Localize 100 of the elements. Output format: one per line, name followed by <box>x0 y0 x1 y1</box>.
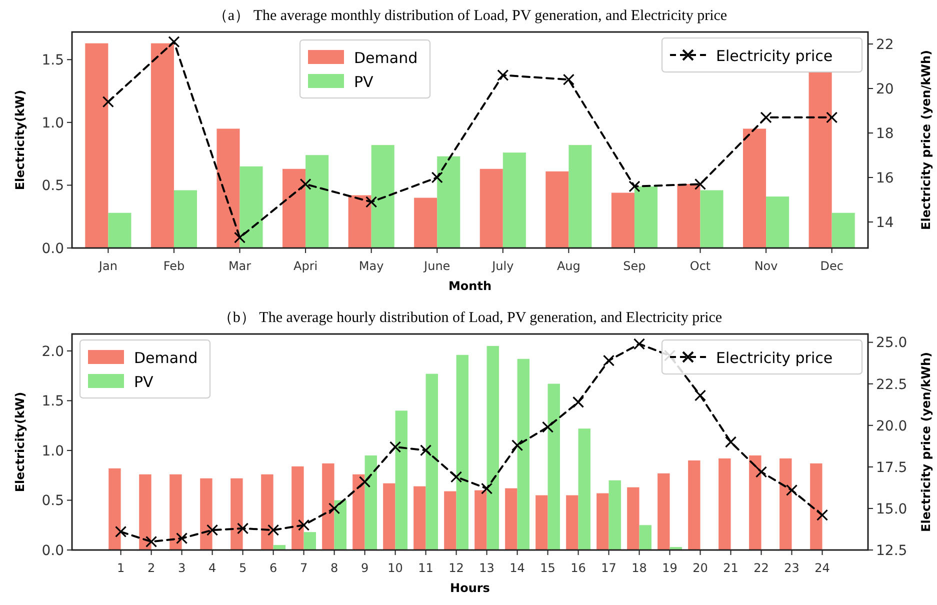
bar <box>437 156 460 248</box>
bar <box>766 196 790 248</box>
y2-tick-label: 20.0 <box>876 418 908 434</box>
bar <box>444 491 456 550</box>
point <box>168 36 180 48</box>
x-tick-label: 17 <box>601 561 616 575</box>
point <box>628 180 640 192</box>
y-tick-label: 1.0 <box>42 443 64 460</box>
x-tick-label: Jan <box>98 259 118 273</box>
bar <box>139 474 152 550</box>
y2-tick-label: 16 <box>876 170 894 186</box>
point <box>206 524 218 536</box>
point <box>480 482 493 494</box>
x-tick-label: 21 <box>723 561 738 575</box>
bar <box>743 128 766 248</box>
point <box>816 509 828 521</box>
y2-tick-label: 18 <box>876 126 894 142</box>
bar <box>517 358 530 550</box>
point <box>542 421 554 433</box>
bar <box>780 458 792 550</box>
y-tick-label: 1.5 <box>42 394 64 410</box>
point <box>602 354 615 366</box>
x-tick-label: 6 <box>269 561 278 575</box>
point <box>366 196 378 208</box>
x-tick-label: 9 <box>360 561 369 575</box>
y2-axis-title: Electricity price (yen/kWh) <box>919 50 933 230</box>
bar <box>334 500 346 550</box>
y2-tick-label: 12.5 <box>876 542 908 559</box>
bar <box>240 166 263 248</box>
y-tick-label: 0.0 <box>42 240 64 257</box>
bar <box>486 346 499 550</box>
point <box>694 390 706 402</box>
legend-label: PV <box>354 73 374 91</box>
x-tick-label: 8 <box>330 561 338 575</box>
x-tick-label: 18 <box>632 561 647 575</box>
x-tick-label: 22 <box>754 561 769 575</box>
legend-label: Electricity price <box>716 349 833 367</box>
x-tick-label: 10 <box>388 561 403 575</box>
bar <box>578 428 590 550</box>
bar <box>371 145 394 248</box>
bar <box>568 145 592 248</box>
legend-label: Demand <box>134 349 198 367</box>
x-tick-label: 20 <box>692 561 708 575</box>
bar <box>108 468 121 550</box>
bar <box>282 168 306 248</box>
x-tick-label: Nov <box>754 259 778 273</box>
x-tick-label: 7 <box>300 561 308 575</box>
y-tick-label: 1.5 <box>42 52 64 69</box>
x-axis-title: Month <box>448 279 492 293</box>
point <box>572 396 584 408</box>
point <box>145 536 158 548</box>
point <box>236 522 249 534</box>
x-tick-label: 19 <box>662 561 678 575</box>
bar <box>832 212 855 248</box>
legend-label: Electricity price <box>716 47 833 65</box>
bar <box>426 374 438 550</box>
point <box>114 526 127 538</box>
y-tick-label: 0.0 <box>42 542 64 559</box>
x-tick-label: Feb <box>163 259 185 273</box>
point <box>328 502 340 514</box>
legend-label: PV <box>134 373 154 391</box>
point <box>826 112 838 124</box>
point <box>633 338 646 350</box>
point <box>450 471 462 483</box>
bar <box>352 474 365 550</box>
point <box>431 172 443 184</box>
y2-tick-label: 20 <box>876 81 894 98</box>
x-tick-label: May <box>358 259 384 273</box>
y-tick-label: 1.0 <box>42 115 64 132</box>
bar <box>808 72 832 248</box>
x-tick-label: Mar <box>228 259 252 273</box>
x-tick-label: 14 <box>510 561 525 575</box>
bar <box>502 152 526 248</box>
bar <box>170 474 182 550</box>
bar <box>364 455 377 550</box>
bar <box>200 478 212 550</box>
bar <box>566 495 578 550</box>
bar <box>639 525 652 550</box>
y-axis-title: Electricity(kW) <box>13 90 27 190</box>
point <box>497 69 509 81</box>
bar <box>150 43 174 248</box>
x-tick-label: 12 <box>448 561 464 575</box>
bar <box>383 483 396 550</box>
y2-tick-label: 22.5 <box>876 376 908 393</box>
point <box>755 466 768 478</box>
bar <box>596 493 609 550</box>
point <box>267 524 280 536</box>
point <box>420 444 432 456</box>
y2-tick-label: 22 <box>876 36 894 53</box>
bar <box>658 473 670 550</box>
x-tick-label: 5 <box>238 561 247 575</box>
x-axis-title: Hours <box>450 581 490 595</box>
bar <box>174 190 197 248</box>
point <box>511 440 524 452</box>
bar <box>230 478 243 550</box>
y-axis-title: Electricity(kW) <box>13 392 27 492</box>
bar <box>688 460 700 550</box>
bar <box>627 487 640 550</box>
bar <box>414 486 426 550</box>
bar <box>261 474 274 550</box>
